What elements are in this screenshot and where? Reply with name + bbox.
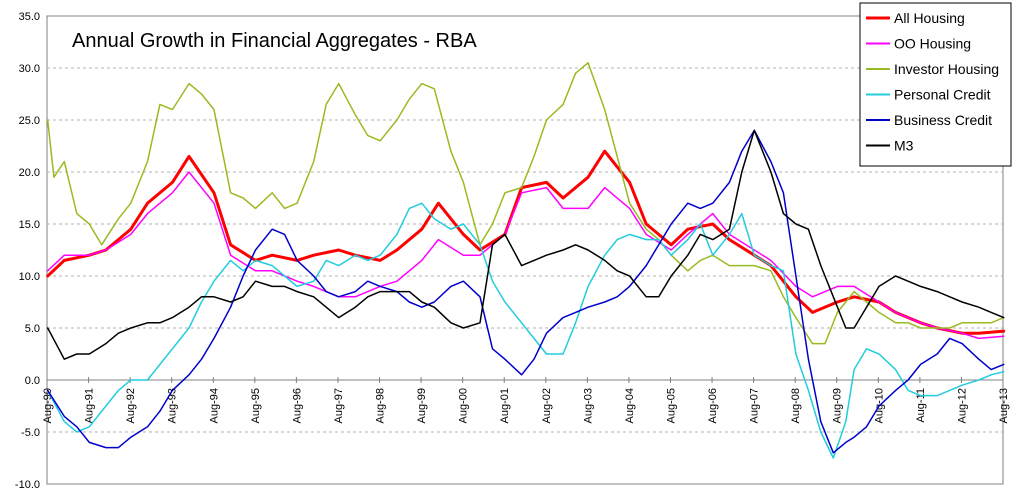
x-tick-label: Aug-94 — [208, 388, 220, 423]
x-tick-label: Aug-12 — [956, 388, 968, 423]
legend-label: Business Credit — [894, 112, 992, 128]
x-tick-label: Aug-05 — [665, 388, 677, 423]
y-tick-label: 15.0 — [19, 219, 40, 231]
legend-label: Personal Credit — [894, 87, 991, 103]
legend-label: All Housing — [894, 10, 965, 26]
x-tick-label: Aug-99 — [416, 388, 428, 423]
legend-label: Investor Housing — [894, 61, 999, 77]
legend-label: OO Housing — [894, 36, 971, 52]
x-tick-label: Aug-93 — [167, 388, 179, 423]
x-tick-label: Aug-06 — [707, 388, 719, 423]
x-tick-label: Aug-90 — [42, 388, 54, 423]
x-tick-label: Aug-13 — [998, 388, 1010, 423]
chart-title: Annual Growth in Financial Aggregates - … — [72, 30, 477, 52]
x-tick-label: Aug-92 — [125, 388, 137, 423]
x-tick-label: Aug-95 — [250, 388, 262, 423]
x-tick-label: Aug-08 — [790, 388, 802, 423]
x-tick-label: Aug-96 — [291, 388, 303, 423]
x-tick-label: Aug-07 — [749, 388, 761, 423]
x-tick-label: Aug-09 — [832, 388, 844, 423]
plot-area — [46, 15, 1004, 485]
y-tick-label: -10.0 — [15, 479, 40, 491]
x-tick-label: Aug-03 — [582, 388, 594, 423]
series-line-personal-credit — [46, 202, 1005, 459]
y-tick-label: 20.0 — [19, 167, 40, 179]
y-tick-label: -5.0 — [21, 427, 40, 439]
x-tick-label: Aug-91 — [84, 388, 96, 423]
x-tick-label: Aug-04 — [624, 388, 636, 423]
x-tick-label: Aug-01 — [499, 388, 511, 423]
legend-label: M3 — [894, 138, 914, 154]
x-tick-label: Aug-97 — [333, 388, 345, 423]
y-tick-label: 30.0 — [19, 63, 40, 75]
x-tick-label: Aug-98 — [375, 388, 387, 423]
y-tick-label: 5.0 — [25, 323, 40, 335]
legend-box — [859, 2, 1012, 167]
series-line-m3 — [46, 129, 1005, 360]
series-line-business-credit — [46, 129, 1005, 454]
y-tick-label: 10.0 — [19, 271, 40, 283]
x-tick-label: Aug-02 — [541, 388, 553, 423]
x-tick-label: Aug-11 — [915, 388, 927, 423]
y-tick-label: 25.0 — [19, 115, 40, 127]
series-line-investor-housing — [46, 62, 1005, 345]
series-line-oo-housing — [46, 171, 1005, 340]
x-tick-label: Aug-00 — [458, 388, 470, 423]
y-tick-label: 35.0 — [19, 11, 40, 23]
y-tick-label: 0.0 — [25, 375, 40, 387]
